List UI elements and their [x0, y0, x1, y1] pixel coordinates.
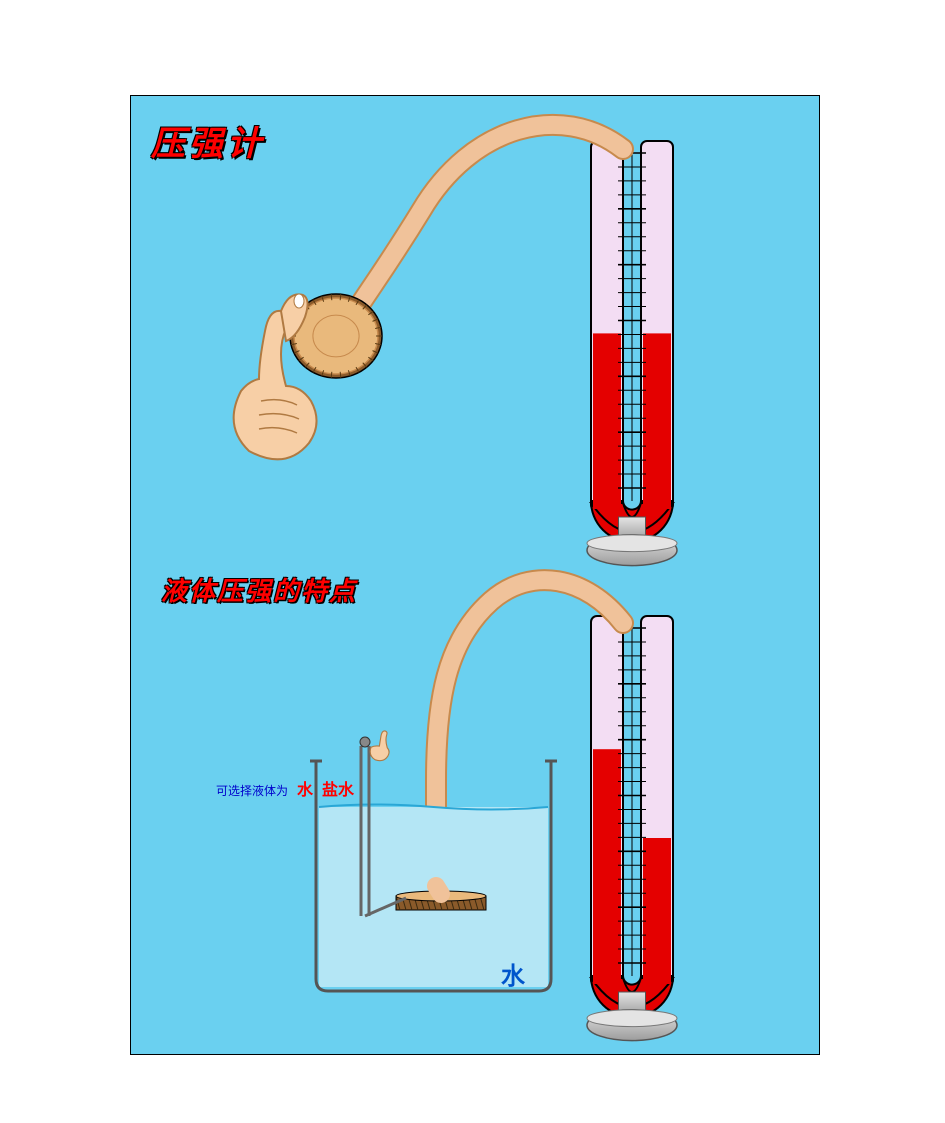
beaker-liquid-label: 水: [501, 956, 525, 991]
liquid-option-saltwater[interactable]: 盐水: [322, 782, 354, 799]
liquid-selector: 可选择液体为 水 盐水: [216, 776, 354, 800]
hand-icon: [234, 294, 317, 459]
knob-hand-icon: [370, 731, 389, 761]
liquid-selector-prefix: 可选择液体为: [216, 784, 288, 798]
liquid-option-water[interactable]: 水: [297, 782, 313, 799]
manometer-bottom-left-liquid: [593, 749, 621, 984]
manometer-bottom-right-liquid: [643, 838, 671, 984]
title-main: 压强计: [151, 116, 265, 165]
title-second: 液体压强的特点: [161, 571, 357, 608]
page: 压强计 液体压强的特点 可选择液体为 水 盐水 水: [0, 0, 945, 1123]
manometer-top-left-liquid: [593, 333, 621, 509]
diagram-frame: 压强计 液体压强的特点 可选择液体为 水 盐水 水: [130, 95, 820, 1055]
manometer-top-right-liquid: [643, 333, 671, 509]
hose-top-outer: [351, 125, 623, 319]
